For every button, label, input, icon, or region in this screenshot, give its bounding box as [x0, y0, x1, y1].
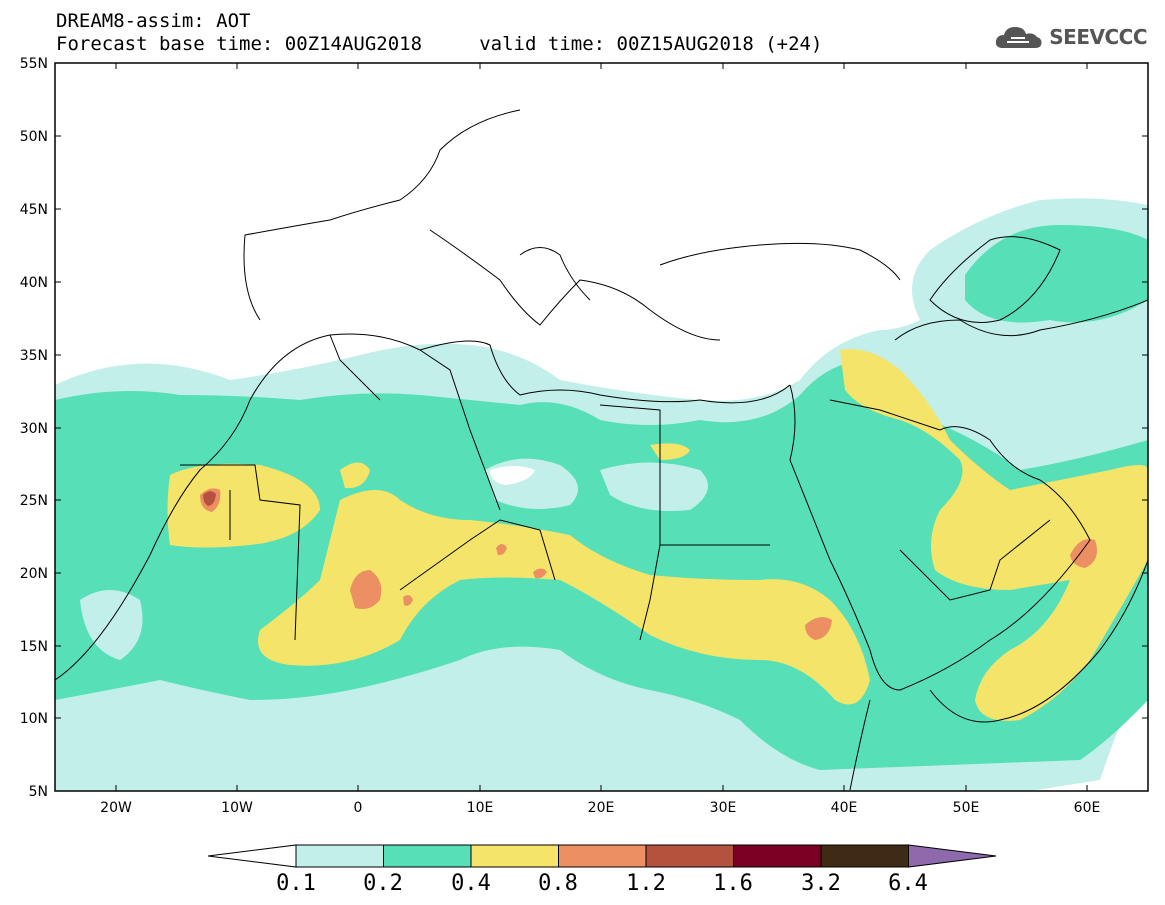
- lon-label: 40E: [831, 800, 858, 816]
- lon-label: 10E: [467, 800, 494, 816]
- lat-axis: [55, 62, 1148, 792]
- colorbar-label: 0.4: [451, 871, 491, 896]
- lat-label: 10N: [20, 711, 48, 727]
- colorbar-label: 6.4: [888, 871, 928, 896]
- lat-label: 40N: [20, 275, 48, 291]
- colorbar-box-1.2: [645, 844, 734, 868]
- colorbar-label: 0.2: [363, 871, 403, 896]
- lon-label: 30E: [710, 800, 737, 816]
- colorbar-box-1.6: [733, 844, 822, 868]
- colorbar-label: 0.1: [276, 871, 316, 896]
- colorbar-label: 3.2: [801, 871, 841, 896]
- colorbar-box-0.4: [470, 844, 559, 868]
- chart-subtitle: Forecast base time: 00Z14AUG2018 valid t…: [56, 33, 823, 55]
- chart-title: DREAM8-assim: AOT: [56, 10, 251, 32]
- colorbar-label: 0.8: [538, 871, 578, 896]
- lat-label: 25N: [20, 493, 48, 509]
- cloud-logo-icon: [996, 27, 1042, 48]
- colorbar-box-0.8: [558, 844, 647, 868]
- colorbar-box-3.2: [820, 844, 909, 868]
- aot-band-0.4: [167, 463, 320, 548]
- seevccc-logo: SEEVCCC: [993, 22, 1147, 52]
- lon-label: 60E: [1074, 800, 1101, 816]
- lon-label: 20W: [100, 800, 132, 816]
- colorbar-arrow-low: [207, 844, 297, 868]
- lat-label: 30N: [20, 421, 48, 437]
- logo-text: SEEVCCC: [1049, 25, 1147, 49]
- aot-band-1.2: [203, 491, 216, 506]
- lat-label: 50N: [20, 129, 48, 145]
- colorbar-box-0.1: [295, 844, 384, 868]
- lat-label: 55N: [20, 56, 48, 72]
- lat-label: 45N: [20, 202, 48, 218]
- colorbar-box-0.2: [383, 844, 472, 868]
- lat-label: 5N: [29, 784, 48, 800]
- colorbar-label: 1.2: [626, 871, 666, 896]
- lon-label: 10W: [221, 800, 253, 816]
- coastlines: [55, 109, 1148, 791]
- colorbar-arrow-high: [908, 844, 997, 868]
- aot-band-0.8: [350, 570, 382, 609]
- lat-label: 35N: [20, 348, 48, 364]
- lon-axis: [115, 63, 1088, 791]
- lon-label: 50E: [953, 800, 980, 816]
- lon-label: 0: [354, 800, 363, 816]
- lat-label: 20N: [20, 566, 48, 582]
- lon-label: 20E: [588, 800, 615, 816]
- lat-label: 15N: [20, 639, 48, 655]
- aot-band-0.2-caspian: [965, 225, 1148, 323]
- colorbar: [207, 844, 997, 868]
- colorbar-label: 1.6: [713, 871, 753, 896]
- aot-field: [55, 63, 1148, 791]
